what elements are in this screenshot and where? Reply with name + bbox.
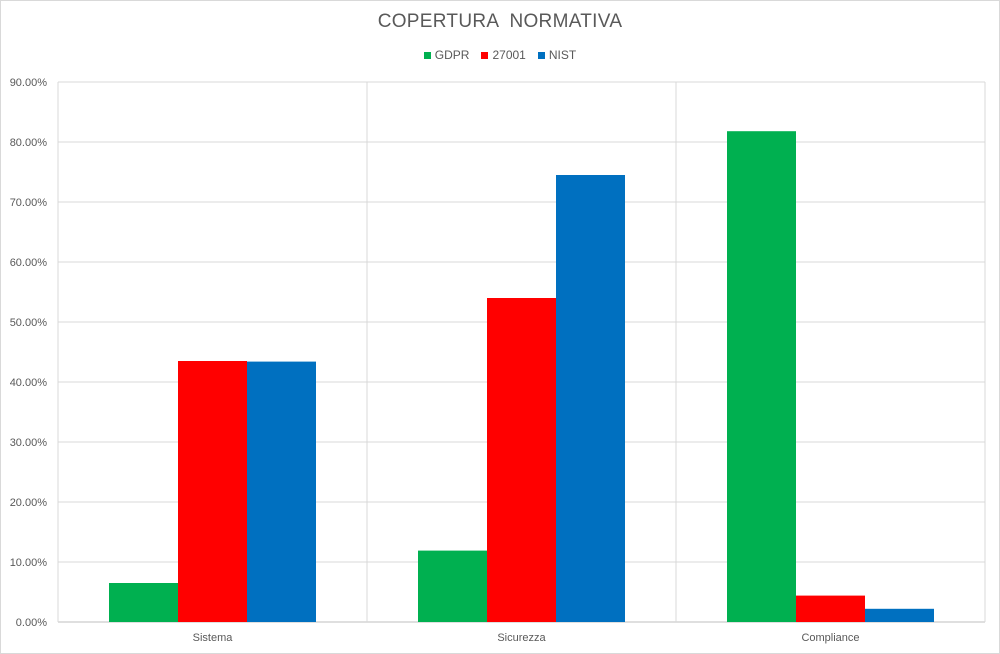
y-tick-label: 30.00% <box>10 437 48 449</box>
y-tick-label: 90.00% <box>10 77 48 89</box>
y-tick-label: 40.00% <box>10 377 48 389</box>
x-tick-label: Sicurezza <box>497 632 546 644</box>
legend-label-gdpr: GDPR <box>434 48 470 62</box>
x-tick-label: Sistema <box>193 632 234 644</box>
bar-gdpr-sistema <box>109 583 178 622</box>
chart-title: COPERTURA NORMATIVA <box>377 11 623 32</box>
y-tick-label: 0.00% <box>16 617 47 629</box>
legend-swatch-nist <box>537 51 545 59</box>
y-tick-label: 10.00% <box>10 557 48 569</box>
legend-swatch-27001 <box>481 51 489 59</box>
bar-gdpr-sicurezza <box>418 550 487 622</box>
y-tick-label: 60.00% <box>10 257 48 269</box>
y-tick-label: 70.00% <box>10 197 48 209</box>
y-tick-label: 20.00% <box>10 497 48 509</box>
legend-item-gdpr: GDPR <box>423 48 470 62</box>
y-tick-label: 80.00% <box>10 137 48 149</box>
bar-gdpr-compliance <box>727 131 796 622</box>
y-tick-label: 50.00% <box>10 317 48 329</box>
legend-swatch-gdpr <box>423 51 431 59</box>
x-tick-label: Compliance <box>801 632 859 644</box>
bar-27001-compliance <box>796 595 865 622</box>
legend-label-nist: NIST <box>548 48 577 62</box>
legend-item-27001: 27001 <box>481 48 526 62</box>
bar-nist-sicurezza <box>556 175 625 622</box>
bar-nist-compliance <box>865 608 934 622</box>
bar-27001-sistema <box>178 361 247 622</box>
legend: GDPR 27001 NIST <box>0 48 1000 62</box>
bar-27001-sicurezza <box>487 298 556 622</box>
legend-label-27001: 27001 <box>492 48 526 62</box>
legend-item-nist: NIST <box>537 48 577 62</box>
bar-nist-sistema <box>247 361 316 622</box>
